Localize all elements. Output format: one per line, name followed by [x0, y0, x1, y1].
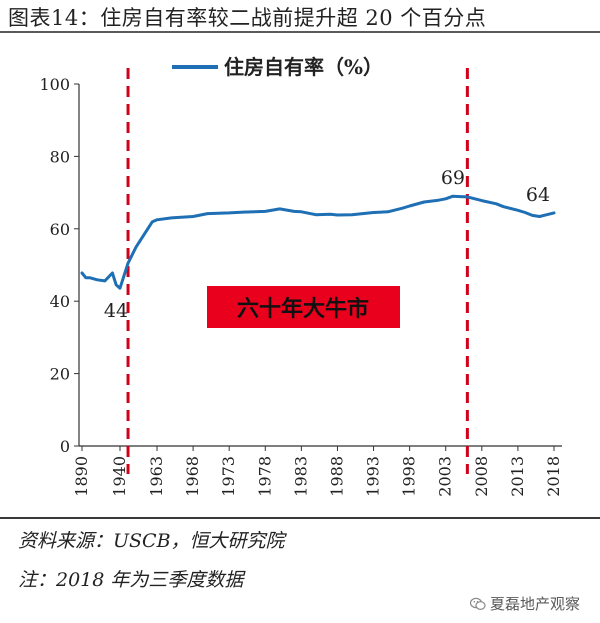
- annotations: 44 69 64 六十年大牛市: [104, 167, 550, 328]
- x-tick-label: 2018: [544, 456, 563, 497]
- wechat-icon: [470, 597, 486, 610]
- legend-label: 住房自有率（%）: [224, 55, 383, 79]
- watermark: 夏磊地产观察: [470, 593, 580, 614]
- chart-title: 图表14：住房自有率较二战前提升超 20 个百分点: [8, 6, 487, 30]
- x-tick-label: 1983: [291, 456, 310, 497]
- data-label-last: 64: [526, 184, 550, 206]
- footer-divider: [0, 517, 600, 519]
- bull-market-label: 六十年大牛市: [237, 296, 369, 322]
- y-tick-label: 20: [50, 365, 70, 384]
- bull-market-box: [207, 286, 400, 328]
- source-note: 资料来源：USCB，恒大研究院: [18, 530, 285, 552]
- y-tick-label: 40: [50, 292, 70, 311]
- y-tick-label: 60: [50, 220, 70, 239]
- x-tick-label: 2003: [436, 456, 455, 497]
- x-tick-label: 2008: [472, 456, 491, 497]
- reference-lines: [126, 68, 469, 474]
- x-tick-label: 1968: [183, 456, 202, 497]
- title-divider: [0, 31, 600, 33]
- x-tick-label: 1963: [147, 456, 166, 497]
- x-tick-label: 2013: [508, 456, 527, 497]
- x-tick-label: 1998: [400, 456, 419, 497]
- x-tick-label: 1973: [219, 456, 238, 497]
- x-tick-label: 1988: [327, 456, 346, 497]
- y-axis-ticks: 0 20 40 60 80 100: [39, 75, 79, 456]
- x-tick-label: 1890: [72, 456, 91, 497]
- x-tick-label: 1993: [364, 456, 383, 497]
- y-tick-label: 0: [60, 437, 70, 456]
- data-label-min: 44: [104, 300, 128, 322]
- watermark-text: 夏磊地产观察: [490, 595, 581, 613]
- x-tick-label: 1978: [255, 456, 274, 497]
- data-label-peak: 69: [441, 167, 465, 189]
- chart-legend: 住房自有率（%）: [172, 55, 383, 79]
- x-axis-ticks: 1890 1940 1963 1968 1973 1978 1983 1988 1993 1998…: [72, 446, 563, 497]
- chart-axes: [78, 84, 562, 447]
- y-tick-label: 80: [50, 147, 70, 166]
- x-tick-label: 1940: [110, 456, 129, 497]
- footnote: 注：2018 年为三季度数据: [18, 569, 244, 591]
- line-chart: 0 20 40 60 80 100 1890 1940 1963 1968 1973 1978 198…: [39, 55, 563, 497]
- series-line: [80, 194, 556, 290]
- y-tick-label: 100: [39, 75, 70, 94]
- series-lines: [80, 194, 556, 290]
